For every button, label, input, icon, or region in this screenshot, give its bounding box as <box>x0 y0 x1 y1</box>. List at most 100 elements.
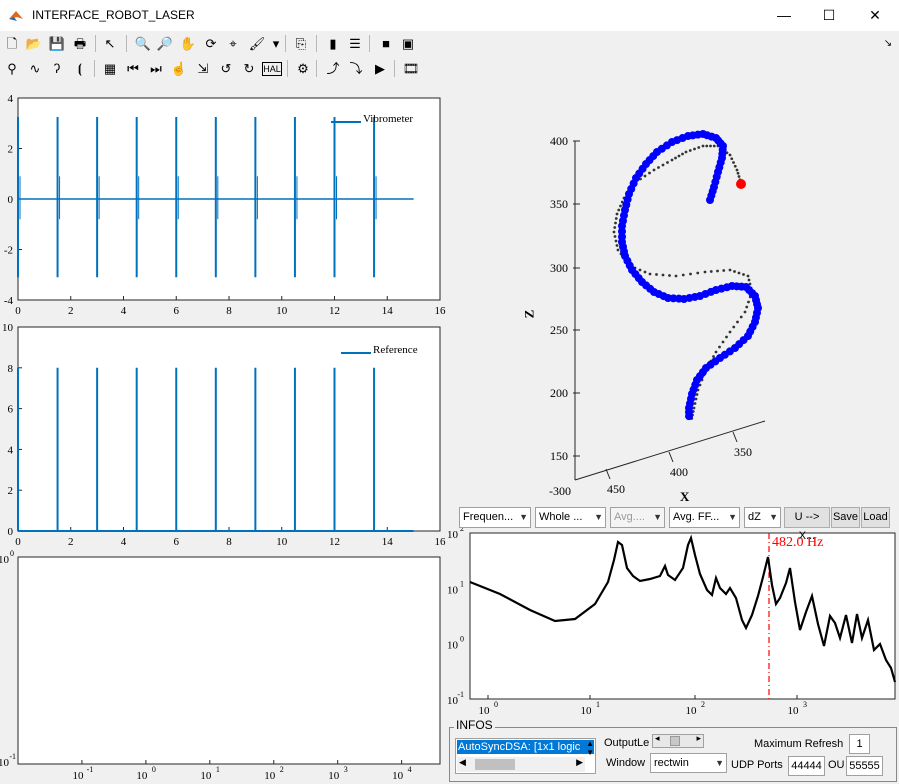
show-plot-tools-icon[interactable]: ▣ <box>401 36 415 51</box>
select-arrow-icon[interactable]: ↖ <box>104 36 116 51</box>
link-plot-icon[interactable]: ⎘ <box>295 36 307 51</box>
direction-select[interactable]: dZ ▼ <box>744 507 781 528</box>
convert-button[interactable]: U --> X... <box>784 507 830 542</box>
zoom-in-icon[interactable]: 🔍 <box>134 36 152 51</box>
close-button[interactable]: ✕ <box>869 7 881 23</box>
trajectory-marker <box>635 169 644 178</box>
rotate-cw-icon[interactable]: ↻ <box>243 61 255 76</box>
y-tick-label: 4 <box>8 444 14 456</box>
trajectory-dot <box>735 168 739 172</box>
slider-right-icon[interactable]: ▸ <box>696 733 701 743</box>
info-list-item[interactable]: AutoSyncDSA: [1x1 logic <box>457 740 594 754</box>
trajectory-marker <box>623 256 632 265</box>
empty-log-plot[interactable] <box>18 557 440 764</box>
average-select[interactable]: Avg.... ▼ <box>610 507 665 528</box>
trajectory-dot <box>743 310 747 314</box>
trajectory-dot <box>739 315 743 319</box>
rotate-3d-icon[interactable]: ⟳ <box>205 36 217 51</box>
hide-plot-tools-icon[interactable]: ■ <box>382 36 390 51</box>
udp-out-port-input[interactable]: 55555 <box>846 756 883 776</box>
maximize-button[interactable]: ☐ <box>822 7 836 23</box>
trajectory-dot <box>631 184 635 188</box>
trajectory-dot <box>721 340 725 344</box>
trajectory-marker <box>627 184 636 193</box>
pick-arrow-icon[interactable]: ⇲ <box>197 61 209 76</box>
brush-dropdown-icon[interactable]: ▾ <box>272 36 280 51</box>
signal-wave-icon[interactable]: ∿ <box>29 61 41 76</box>
scroll-right-icon[interactable]: ▶ <box>576 757 583 767</box>
range-select[interactable]: Whole ... ▼ <box>535 507 606 528</box>
scroll-updown-icon[interactable]: ▲ ▼ <box>586 739 594 757</box>
ear-icon[interactable]: ʔ <box>53 61 61 76</box>
colorbar-icon[interactable]: ▮ <box>329 36 337 51</box>
title-bar: INTERFACE_ROBOT_LASER — ☐ ✕ <box>0 0 899 31</box>
analysis-type-select[interactable]: Frequen... ▼ <box>459 507 531 528</box>
hal-icon[interactable]: HAL <box>262 62 282 76</box>
trajectory-marker <box>631 270 640 279</box>
info-horizontal-scrollbar[interactable]: ◀ ▶ <box>457 757 585 772</box>
robot-arm-icon[interactable]: ⤴ <box>326 61 340 76</box>
robot-arm-3d-icon[interactable]: ⤵ <box>349 61 363 76</box>
brush-icon[interactable]: 🖌 <box>248 36 266 51</box>
pan-hand-icon[interactable]: ✋ <box>179 36 197 51</box>
settings-gear-icon[interactable]: ⚙ <box>297 61 309 76</box>
scroll-thumb[interactable] <box>475 759 515 770</box>
trajectory-marker <box>621 206 629 214</box>
scroll-left-icon[interactable]: ◀ <box>459 757 466 767</box>
spectrum-plot[interactable] <box>470 533 895 699</box>
x-tick-exponent: -1 <box>87 765 94 774</box>
trajectory-dot <box>620 200 624 204</box>
window-select[interactable]: rectwin ▼ <box>650 753 727 773</box>
x-tick-label: 6 <box>174 536 180 548</box>
probe-icon[interactable]: ⚲ <box>7 61 17 76</box>
film-icon[interactable]: 🎞 <box>402 61 420 76</box>
trajectory-dot <box>728 268 732 272</box>
z-tick-label: 150 <box>550 449 568 463</box>
data-cursor-icon[interactable]: ⌖ <box>229 36 237 51</box>
broadcast-icon[interactable]: ⦗ <box>77 61 83 76</box>
save-icon[interactable]: 💾 <box>48 36 66 51</box>
udp-in-port-input[interactable]: 44444 <box>788 756 825 776</box>
slider-left-icon[interactable]: ◂ <box>655 733 660 743</box>
grid-icon[interactable]: ▦ <box>103 61 117 76</box>
spectrum-curve <box>469 534 897 683</box>
x-tick-label: 10 <box>276 536 288 548</box>
trajectory-marker <box>716 158 725 167</box>
x-tick-label: 6 <box>174 305 180 317</box>
skip-forward-icon[interactable]: ⏭ <box>150 61 162 76</box>
print-icon[interactable]: 🖶 <box>73 36 87 51</box>
trajectory-dot <box>614 221 617 225</box>
trajectory-marker <box>654 290 663 299</box>
new-figure-icon[interactable]: 🗋 <box>6 36 18 51</box>
trajectory-dot <box>737 175 741 178</box>
slider-thumb[interactable] <box>670 736 680 746</box>
open-file-icon[interactable]: 📂 <box>25 36 43 51</box>
toolbar-expand-icon[interactable]: ↘ <box>883 38 893 49</box>
legend-icon[interactable]: ☰ <box>349 36 361 51</box>
load-button[interactable]: Load <box>861 507 890 528</box>
trajectory-marker <box>685 404 693 412</box>
trajectory-marker <box>625 261 634 270</box>
max-refresh-input[interactable]: 1 <box>849 734 870 754</box>
trajectory-marker <box>720 350 729 359</box>
minimize-button[interactable]: — <box>777 7 791 23</box>
x-tick <box>732 431 738 443</box>
play-icon[interactable]: ▶ <box>375 61 385 76</box>
info-listbox[interactable]: AutoSyncDSA: [1x1 logic ◀ ▶ ▲ ▼ <box>455 738 596 774</box>
rotate-ccw-icon[interactable]: ↺ <box>220 61 232 76</box>
hand-point-icon[interactable]: ☝ <box>170 61 188 76</box>
x-tick-label: 10 <box>136 770 148 782</box>
trajectory-dot <box>747 300 750 304</box>
y-tick-label: -2 <box>4 245 13 257</box>
output-level-slider[interactable]: ◂ ▸ <box>652 733 704 748</box>
save-button[interactable]: Save <box>831 507 860 528</box>
trajectory-marker <box>742 283 750 291</box>
skip-back-icon[interactable]: ⏮ <box>127 61 139 76</box>
y-tick-label: 4 <box>8 93 14 105</box>
reference-plot[interactable] <box>18 327 440 531</box>
zoom-out-icon[interactable]: 🔎 <box>156 36 174 51</box>
y-tick-label-top: 10 <box>0 554 10 566</box>
vibrometer-plot[interactable] <box>18 98 440 300</box>
average-fft-select[interactable]: Avg. FF... ▼ <box>669 507 740 528</box>
trajectory-marker <box>735 340 744 349</box>
